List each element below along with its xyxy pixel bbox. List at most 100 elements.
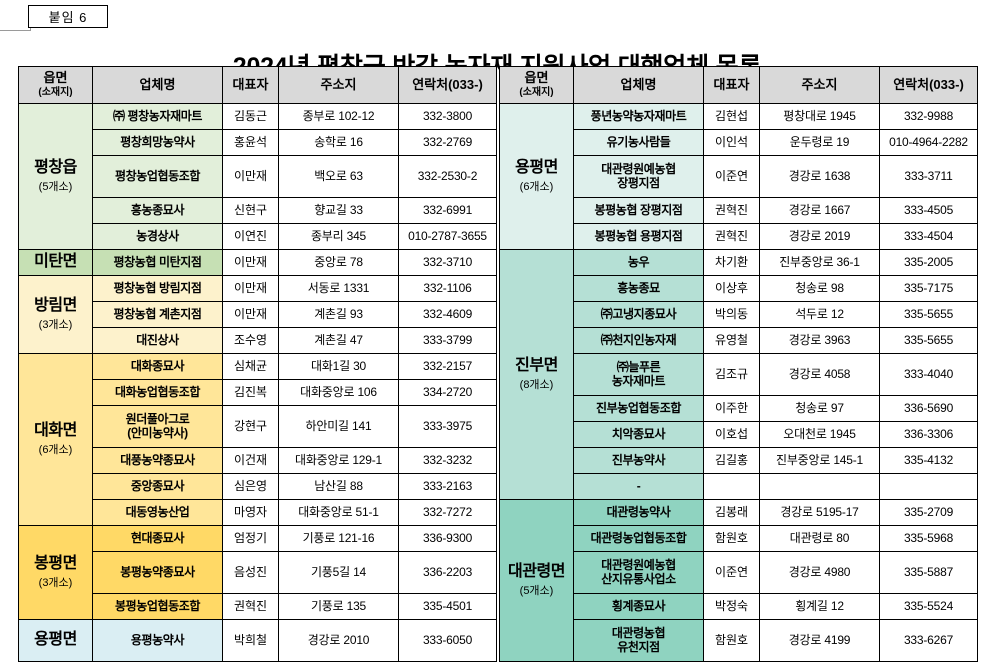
tel-cell [879, 473, 978, 500]
tel-cell: 335-7175 [879, 275, 978, 302]
ceo-cell [703, 473, 760, 500]
ceo-cell: 이만재 [222, 301, 279, 328]
table-row: ㈜늘푸른 농자재마트 김조규 경강로 4058 333-4040 [500, 353, 978, 396]
table-head-left: 읍면 (소재지) 업체명 대표자 주소지 연락처(033-) [18, 66, 497, 104]
region-cell: 용평면 (6개소) [499, 103, 574, 250]
company-name-cell: 중앙종묘사 [92, 473, 223, 500]
table-head-right: 읍면 (소재지) 업체명 대표자 주소지 연락처(033-) [499, 66, 978, 104]
company-name-line1: 평창농업협동조합 [114, 168, 201, 183]
ceo-cell: 이주한 [703, 395, 760, 422]
tel-cell: 334-2720 [398, 379, 497, 406]
company-name-line1: 봉평농약종묘사 [120, 564, 195, 579]
address-cell: 종부리 345 [278, 223, 399, 250]
ceo-cell: 마영자 [222, 499, 279, 526]
company-name-cell: 풍년농약농자재마트 [573, 103, 704, 130]
company-name-cell: 대관령원예농협 산지유통사업소 [573, 551, 704, 594]
attachment-label: 붙임 6 [48, 10, 88, 25]
address-cell: 대화중앙로 129-1 [278, 447, 399, 474]
company-name-line1: 진부농약사 [611, 452, 666, 467]
company-name-line1: 대풍농약종묘사 [120, 452, 195, 467]
ceo-cell: 김동근 [222, 103, 279, 130]
address-cell: 석두로 12 [759, 301, 880, 328]
region-name: 용평면 [515, 159, 558, 177]
table-row: 치악종묘사 이호섭 오대천로 1945 336-3306 [500, 421, 978, 448]
region-name: 방림면 [34, 297, 77, 315]
ceo-cell: 이인석 [703, 129, 760, 156]
address-cell: 남산길 88 [278, 473, 399, 500]
table-row: 용평면 (6개소) 풍년농약농자재마트 김현섭 평창대로 1945 332-9988 [499, 103, 978, 250]
company-name-cell: 현대종묘사 [92, 525, 223, 552]
col-header-ceo: 대표자 [703, 66, 760, 104]
tel-cell: 335-5655 [879, 327, 978, 354]
tel-cell: 335-4501 [398, 593, 497, 620]
company-name-cell: 농우 [573, 249, 704, 276]
ceo-cell: 박정숙 [703, 593, 760, 620]
company-name-cell: 진부농업협동조합 [573, 395, 704, 422]
tel-cell: 332-4609 [398, 301, 497, 328]
company-name-cell: 용평농약사 [92, 619, 223, 662]
ceo-cell: 김현섭 [703, 103, 760, 130]
table-row: 평창읍 (5개소) ㈜ 평창농자재마트 김동근 종부로 102-12 332-3800 [18, 103, 497, 250]
company-name-line1: 농우 [627, 254, 650, 269]
company-name-cell: 흥농종묘 [573, 275, 704, 302]
company-name-cell: ㈜ 평창농자재마트 [92, 103, 223, 130]
address-cell: 경강로 2019 [759, 223, 880, 250]
region-name: 평창읍 [34, 159, 77, 177]
company-name-line1: 봉평농업협동조합 [114, 598, 201, 613]
company-name-line2: 유천지점 [617, 639, 660, 654]
agency-table-right: 읍면 (소재지) 업체명 대표자 주소지 연락처(033-) 용평면 (6개소) 풍… [499, 66, 978, 662]
ceo-cell: 이호섭 [703, 421, 760, 448]
table-row: 봉평농업협동조합 권혁진 기풍로 135 335-4501 [19, 593, 497, 620]
company-name-cell: 치악종묘사 [573, 421, 704, 448]
header-row: 읍면 (소재지) 업체명 대표자 주소지 연락처(033-) [499, 66, 978, 104]
table-row: 봉평농협 용평지점 권혁진 경강로 2019 333-4504 [500, 223, 978, 250]
region-count: (5개소) [519, 584, 554, 597]
page-corner-mark [0, 12, 31, 31]
company-name-cell: 봉평농협 용평지점 [573, 223, 704, 250]
tel-cell: 336-9300 [398, 525, 497, 552]
ceo-cell: 홍윤석 [222, 129, 279, 156]
company-name-line1: 봉평농협 용평지점 [594, 228, 683, 243]
table-row: 대화농업협동조합 김진복 대화중앙로 106 334-2720 [19, 379, 497, 406]
ceo-cell: 박의동 [703, 301, 760, 328]
ceo-cell: 음성진 [222, 551, 279, 594]
company-name-line2: 농자재마트 [611, 373, 666, 388]
tel-cell: 333-4040 [879, 353, 978, 396]
company-name-cell: 봉평농약종묘사 [92, 551, 223, 594]
ceo-cell: 이상후 [703, 275, 760, 302]
region-name: 대화면 [34, 422, 77, 440]
table-row: 농경상사 이연진 종부리 345 010-2787-3655 [19, 223, 497, 250]
address-cell: 청송로 98 [759, 275, 880, 302]
tel-cell: 336-2203 [398, 551, 497, 594]
tel-cell: 335-5887 [879, 551, 978, 594]
tel-cell: 332-3800 [398, 103, 497, 130]
company-name-line1: 대관령농협 [611, 625, 666, 640]
address-cell: 종부로 102-12 [278, 103, 399, 130]
company-name-line1: 용평농약사 [130, 632, 185, 647]
company-name-cell: 대관령원예농협 장평지점 [573, 155, 704, 198]
company-name-cell: - [573, 473, 704, 500]
ceo-cell: 함원호 [703, 619, 760, 662]
tel-cell: 333-3711 [879, 155, 978, 198]
company-name-line1: 평창농협 미탄지점 [113, 254, 202, 269]
address-cell: 하안미길 141 [278, 405, 399, 448]
company-name-line1: 원더풀아그로 [125, 411, 190, 426]
tel-cell: 332-1106 [398, 275, 497, 302]
address-cell: 평창대로 1945 [759, 103, 880, 130]
table-row: 평창희망농약사 홍윤석 송학로 16 332-2769 [19, 129, 497, 156]
header-row: 읍면 (소재지) 업체명 대표자 주소지 연락처(033-) [18, 66, 497, 104]
address-cell: 청송로 97 [759, 395, 880, 422]
address-cell: 송학로 16 [278, 129, 399, 156]
ceo-cell: 엄정기 [222, 525, 279, 552]
company-name-cell: 봉평농업협동조합 [92, 593, 223, 620]
col-header-tel: 연락처(033-) [398, 66, 497, 104]
company-name-line1: 횡계종묘사 [611, 598, 666, 613]
company-name-line1: 평창농협 방림지점 [113, 280, 202, 295]
ceo-cell: 심은영 [222, 473, 279, 500]
tel-cell: 335-5655 [879, 301, 978, 328]
tel-cell: 333-4505 [879, 197, 978, 224]
address-cell: 경강로 2010 [278, 619, 399, 662]
tel-cell: 333-4504 [879, 223, 978, 250]
tel-cell: 335-5968 [879, 525, 978, 552]
address-cell: 진부중앙로 36-1 [759, 249, 880, 276]
